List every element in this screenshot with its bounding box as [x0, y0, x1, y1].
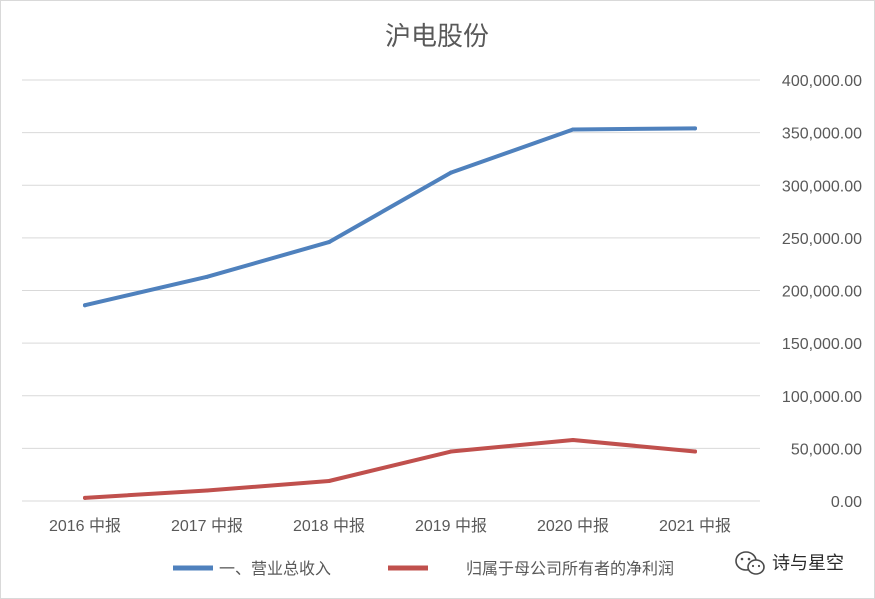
data-point: [205, 488, 209, 493]
data-point: [571, 127, 575, 132]
x-tick-label: 2019 中报: [415, 517, 487, 535]
x-tick-label: 2017 中报: [171, 517, 243, 535]
data-point: [83, 495, 87, 500]
y-tick-label: 50,000.00: [791, 441, 862, 458]
data-point: [571, 437, 575, 442]
data-point: [449, 449, 453, 454]
y-tick-label: 150,000.00: [782, 336, 862, 353]
data-point: [327, 479, 331, 484]
watermark-text: 诗与星空: [772, 553, 844, 574]
y-tick-label: 400,000.00: [782, 73, 862, 90]
x-tick-label: 2020 中报: [537, 517, 609, 535]
y-tick-label: 250,000.00: [782, 231, 862, 248]
legend-label-revenue: 一、营业总收入: [219, 559, 331, 578]
legend: 一、营业总收入 归属于母公司所有者的净利润: [173, 559, 674, 578]
x-tick-label: 2018 中报: [293, 517, 365, 535]
y-tick-label: 300,000.00: [782, 178, 862, 195]
chart-title: 沪电股份: [385, 22, 489, 52]
data-point: [327, 240, 331, 245]
x-tick-label: 2016 中报: [49, 517, 121, 535]
x-tick-label: 2021 中报: [659, 517, 731, 535]
data-point: [449, 170, 453, 175]
data-point: [693, 126, 697, 131]
data-point: [693, 449, 697, 454]
legend-label-net-profit: 归属于母公司所有者的净利润: [466, 559, 674, 578]
watermark: 诗与星空: [735, 551, 844, 575]
series-line-1: [83, 437, 697, 500]
gridlines: [22, 79, 760, 502]
series-line-0: [83, 126, 697, 308]
y-tick-label: 100,000.00: [782, 389, 862, 406]
wechat-icon: [735, 551, 765, 575]
y-tick-label: 0.00: [831, 494, 862, 511]
y-axis-ticks: 0.00 50,000.00 100,000.00 150,000.00 200,000…: [782, 73, 862, 511]
series-lines: [83, 126, 697, 500]
y-tick-label: 200,000.00: [782, 284, 862, 301]
x-axis-ticks: 2016 中报 2017 中报 2018 中报 2019 中报 2020 中报 2021 …: [49, 517, 731, 535]
y-tick-label: 350,000.00: [782, 126, 862, 143]
data-point: [205, 274, 209, 279]
data-point: [83, 303, 87, 308]
